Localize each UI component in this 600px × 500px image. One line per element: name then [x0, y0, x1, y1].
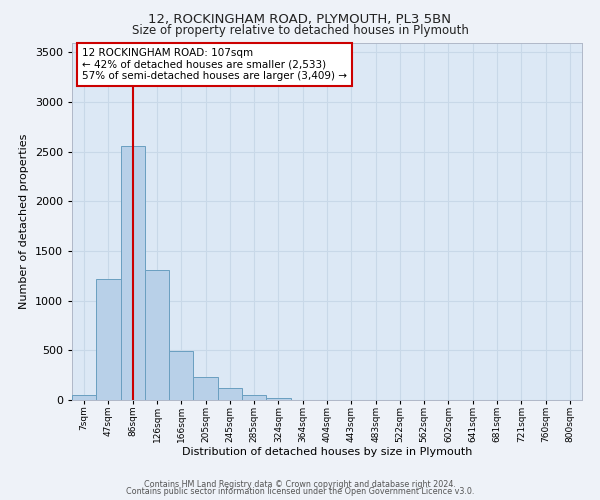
Bar [169, 352, 193, 400]
Text: Contains public sector information licensed under the Open Government Licence v3: Contains public sector information licen… [126, 487, 474, 496]
Bar [72, 395, 96, 400]
Bar [218, 388, 242, 400]
Y-axis label: Number of detached properties: Number of detached properties [19, 134, 29, 309]
Bar [145, 270, 169, 400]
Bar [242, 394, 266, 400]
Bar [121, 146, 145, 400]
Bar [96, 279, 121, 400]
Text: Size of property relative to detached houses in Plymouth: Size of property relative to detached ho… [131, 24, 469, 37]
Text: 12, ROCKINGHAM ROAD, PLYMOUTH, PL3 5BN: 12, ROCKINGHAM ROAD, PLYMOUTH, PL3 5BN [149, 12, 452, 26]
X-axis label: Distribution of detached houses by size in Plymouth: Distribution of detached houses by size … [182, 448, 472, 458]
Text: Contains HM Land Registry data © Crown copyright and database right 2024.: Contains HM Land Registry data © Crown c… [144, 480, 456, 489]
Bar [266, 398, 290, 400]
Text: 12 ROCKINGHAM ROAD: 107sqm
← 42% of detached houses are smaller (2,533)
57% of s: 12 ROCKINGHAM ROAD: 107sqm ← 42% of deta… [82, 48, 347, 81]
Bar [193, 377, 218, 400]
